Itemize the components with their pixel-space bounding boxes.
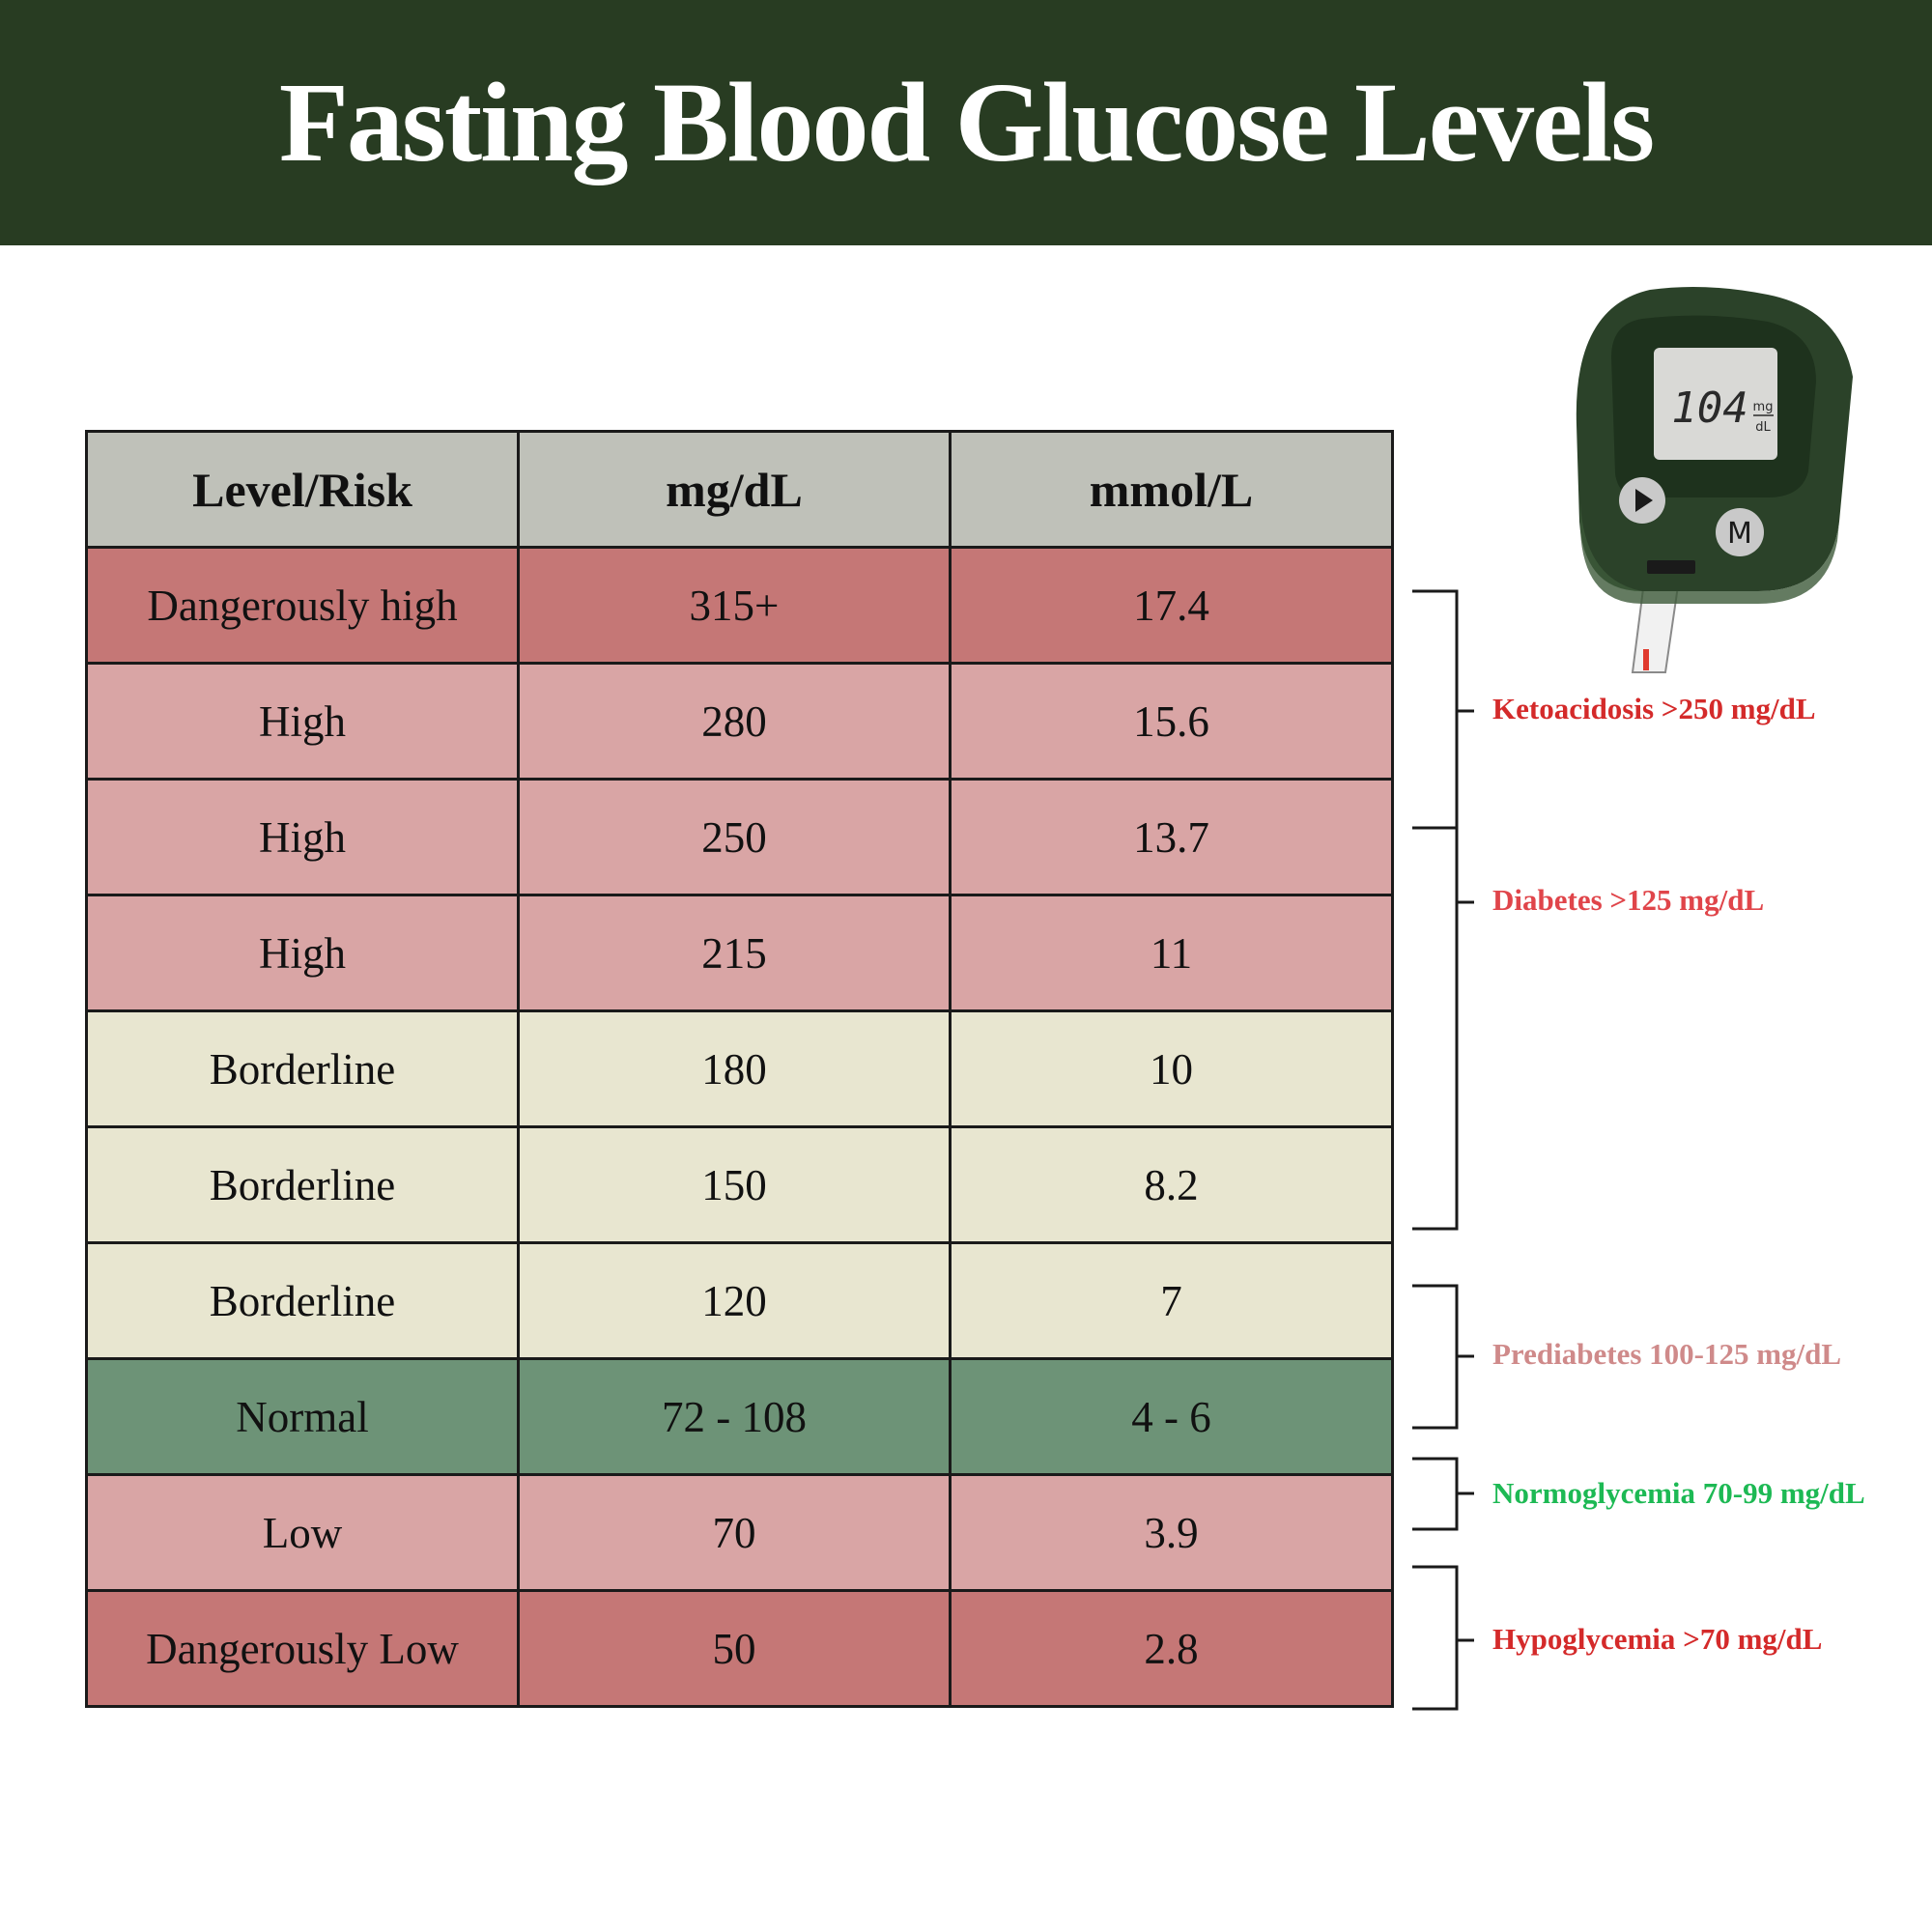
cell-mgdl: 50	[517, 1589, 952, 1708]
annotation-hypoglycemia: Hypoglycemia >70 mg/dL	[1492, 1622, 1823, 1656]
cell-level: Borderline	[85, 1241, 520, 1360]
annotation-ketoacidosis: Ketoacidosis >250 mg/dL	[1492, 692, 1816, 725]
strip-slot	[1647, 560, 1695, 574]
cell-level: Low	[85, 1473, 520, 1592]
table-row: Borderline 180 10	[85, 1009, 1394, 1128]
cell-mmol: 11	[949, 894, 1394, 1012]
table-row: High 250 13.7	[85, 778, 1394, 896]
cell-mmol: 7	[949, 1241, 1394, 1360]
cell-mgdl: 150	[517, 1125, 952, 1244]
table-row: Dangerously Low 50 2.8	[85, 1589, 1394, 1708]
cell-mmol: 8.2	[949, 1125, 1394, 1244]
cell-level: Normal	[85, 1357, 520, 1476]
menu-button-icon: M	[1716, 508, 1764, 556]
column-header-mgdl: mg/dL	[517, 430, 952, 549]
meter-unit-top: mg	[1753, 400, 1774, 414]
cell-mmol: 2.8	[949, 1589, 1394, 1708]
cell-level: Dangerously Low	[85, 1589, 520, 1708]
cell-mgdl: 70	[517, 1473, 952, 1592]
annotation-prediabetes: Prediabetes 100-125 mg/dL	[1492, 1337, 1842, 1371]
cell-mgdl: 215	[517, 894, 952, 1012]
page-title: Fasting Blood Glucose Levels	[278, 59, 1655, 185]
title-banner: Fasting Blood Glucose Levels	[0, 0, 1932, 245]
bracket-diabetes	[1412, 828, 1474, 1231]
cell-level: Borderline	[85, 1125, 520, 1244]
cell-level: High	[85, 894, 520, 1012]
table-row: Low 70 3.9	[85, 1473, 1394, 1592]
table-row: High 280 15.6	[85, 662, 1394, 781]
header-row: Level/Risk mg/dL mmol/L	[85, 430, 1394, 549]
cell-mgdl: 120	[517, 1241, 952, 1360]
column-header-mmol: mmol/L	[949, 430, 1394, 549]
bracket-prediabetes	[1412, 1284, 1474, 1430]
svg-text:M: M	[1727, 517, 1752, 551]
cell-mmol: 4 - 6	[949, 1357, 1394, 1476]
cell-mgdl: 315+	[517, 546, 952, 665]
table-row: Borderline 150 8.2	[85, 1125, 1394, 1244]
cell-mgdl: 72 - 108	[517, 1357, 952, 1476]
cell-mmol: 13.7	[949, 778, 1394, 896]
table-row: Dangerously high 315+ 17.4	[85, 546, 1394, 665]
cell-level: High	[85, 778, 520, 896]
cell-level: Dangerously high	[85, 546, 520, 665]
annotation-diabetes: Diabetes >125 mg/dL	[1492, 883, 1765, 917]
cell-mmol: 10	[949, 1009, 1394, 1128]
glucose-table: Level/Risk mg/dL mmol/L Dangerously high…	[85, 430, 1394, 1708]
table-row: Normal 72 - 108 4 - 6	[85, 1357, 1394, 1476]
table-body: Dangerously high 315+ 17.4 High 280 15.6 High 2…	[85, 546, 1394, 1708]
strip-mark	[1643, 649, 1649, 670]
table-row: High 215 11	[85, 894, 1394, 1012]
cell-mmol: 3.9	[949, 1473, 1394, 1592]
meter-unit-bottom: dL	[1755, 420, 1771, 435]
meter-reading: 104	[1671, 384, 1747, 433]
cell-mgdl: 180	[517, 1009, 952, 1128]
play-button-icon	[1619, 477, 1665, 524]
bracket-normoglycemia	[1412, 1457, 1474, 1531]
bracket-ketoacidosis	[1412, 589, 1474, 830]
bracket-hypoglycemia	[1412, 1565, 1474, 1711]
annotation-normoglycemia: Normoglycemia 70-99 mg/dL	[1492, 1476, 1865, 1510]
table-row: Borderline 120 7	[85, 1241, 1394, 1360]
cell-mgdl: 250	[517, 778, 952, 896]
cell-mmol: 15.6	[949, 662, 1394, 781]
cell-level: Borderline	[85, 1009, 520, 1128]
cell-level: High	[85, 662, 520, 781]
cell-mgdl: 280	[517, 662, 952, 781]
cell-mmol: 17.4	[949, 546, 1394, 665]
meter-screen	[1654, 348, 1777, 460]
column-header-level: Level/Risk	[85, 430, 520, 549]
